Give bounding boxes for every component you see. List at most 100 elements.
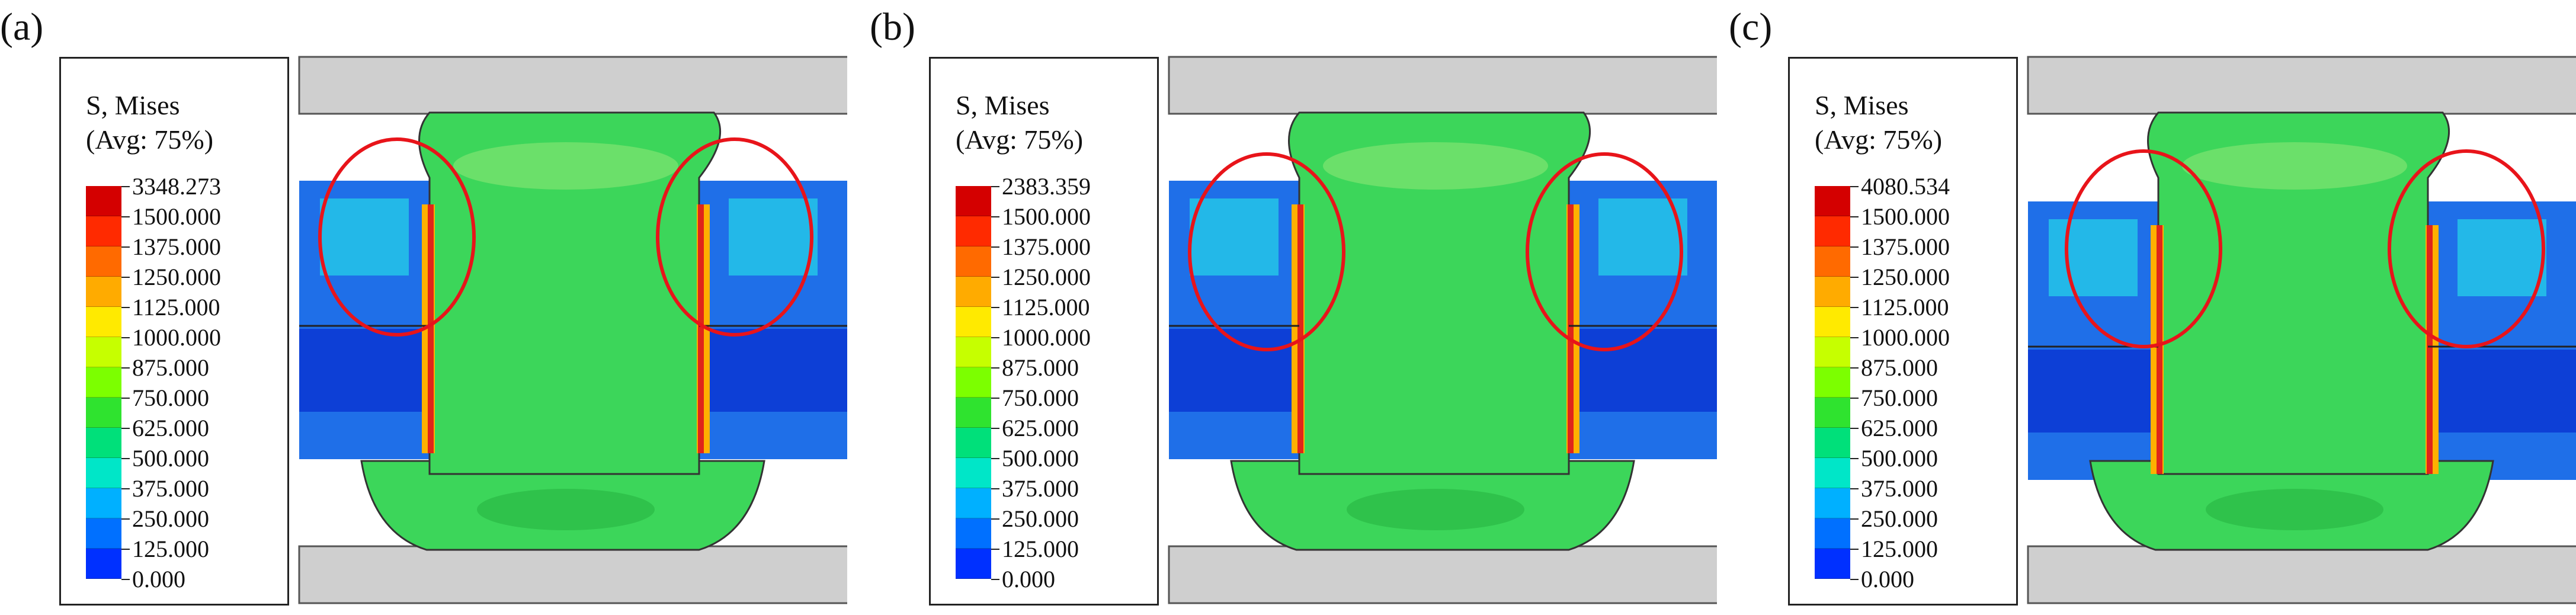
legend-value: 1500.000 (1861, 203, 1950, 230)
highlight-ellipse-left (2065, 149, 2222, 348)
panel-c: (c) S, Mises (Avg: 75%) 4080.534 1500.000… (1729, 0, 2576, 615)
legend-swatch (86, 398, 121, 428)
legend-value: 1250.000 (1861, 264, 1950, 290)
legend-tick (991, 186, 999, 216)
legend-tick (1850, 458, 1859, 488)
legend-value: 1375.000 (1861, 233, 1950, 260)
legend-tick (121, 307, 130, 337)
legend-tick (991, 458, 999, 488)
legend-value: 125.000 (1861, 536, 1938, 562)
legend-swatch (86, 367, 121, 398)
legend-value: 1125.000 (132, 294, 220, 321)
legend-title: S, Mises (Avg: 75%) (956, 88, 1083, 157)
top-plate (298, 56, 847, 115)
legend-tick (121, 246, 130, 277)
right-sheet-mid (729, 198, 818, 276)
legend-swatch (1815, 186, 1850, 216)
legend-tick (121, 277, 130, 307)
panel-label: (c) (1729, 5, 1773, 49)
legend-value: 125.000 (1002, 536, 1079, 562)
legend-value: 875.000 (1861, 354, 1938, 381)
legend-tick (991, 488, 999, 518)
legend-value: 375.000 (1002, 475, 1079, 502)
legend-tick (121, 216, 130, 246)
legend-tick (1850, 579, 1859, 609)
legend-tick (991, 216, 999, 246)
legend-swatch (956, 246, 991, 277)
legend-swatch (86, 216, 121, 246)
legend-tick (121, 518, 130, 549)
bottom-plate (2027, 545, 2576, 604)
legend-swatch (956, 488, 991, 518)
legend-value: 2383.359 (1002, 173, 1091, 200)
legend-title-line-2: (Avg: 75%) (1815, 124, 1943, 155)
rivet-shank (418, 111, 722, 475)
rivet-highlight (2182, 142, 2407, 190)
legend-title-line-1: S, Mises (86, 90, 180, 120)
stress-legend: S, Mises (Avg: 75%) 3348.273 1500.000 1375… (59, 57, 289, 606)
legend-tick (1850, 518, 1859, 549)
highlight-ellipse-left (1188, 152, 1345, 351)
legend-title-line-2: (Avg: 75%) (86, 124, 214, 155)
highlight-ellipse-right (656, 137, 813, 337)
panel-label: (b) (870, 5, 915, 49)
legend-value: 0.000 (132, 566, 185, 592)
rivet-joint-contour (298, 56, 847, 604)
legend-swatch (956, 549, 991, 579)
left-stress-peak (1297, 204, 1303, 453)
legend-ticks (121, 186, 130, 609)
legend-tick (991, 367, 999, 398)
legend-values: 3348.273 1500.000 1375.000 1250.000 1125.000… (132, 171, 221, 594)
rivet-shank (1288, 111, 1591, 475)
legend-swatch (86, 458, 121, 488)
legend-swatch (956, 367, 991, 398)
legend-value: 1375.000 (132, 233, 221, 260)
highlight-ellipse-right (2388, 149, 2545, 348)
rivet-bottom-highlight (477, 489, 655, 530)
legend-tick (121, 398, 130, 428)
legend-tick (1850, 337, 1859, 367)
legend-tick (1850, 186, 1859, 216)
legend-value: 250.000 (1002, 505, 1079, 532)
legend-swatch (86, 518, 121, 549)
legend-tick (121, 488, 130, 518)
legend-color-bar (1815, 186, 1850, 579)
legend-swatch (1815, 216, 1850, 246)
legend-swatch (1815, 367, 1850, 398)
legend-color-bar (956, 186, 991, 579)
legend-tick (1850, 277, 1859, 307)
legend-swatch (1815, 307, 1850, 337)
legend-value: 1125.000 (1861, 294, 1949, 321)
legend-tick (991, 518, 999, 549)
legend-value: 1500.000 (1002, 203, 1091, 230)
right-sheet-mid (2458, 219, 2546, 296)
legend-swatch (1815, 337, 1850, 367)
legend-title-line-1: S, Mises (1815, 90, 1909, 120)
rivet-highlight (453, 142, 678, 190)
legend-swatch (1815, 277, 1850, 307)
legend-tick (1850, 367, 1859, 398)
legend-value: 500.000 (1861, 445, 1938, 472)
left-sheet-mid (2049, 219, 2138, 296)
legend-title: S, Mises (Avg: 75%) (1815, 88, 1942, 157)
legend-tick (1850, 246, 1859, 277)
top-plate (1168, 56, 1717, 115)
legend-tick (121, 549, 130, 579)
left-stress-peak (428, 204, 434, 453)
legend-tick (1850, 428, 1859, 458)
legend-value: 625.000 (132, 415, 209, 441)
legend-tick (991, 398, 999, 428)
legend-value: 250.000 (132, 505, 209, 532)
legend-swatch (956, 277, 991, 307)
legend-value: 1250.000 (1002, 264, 1091, 290)
legend-value: 875.000 (132, 354, 209, 381)
legend-tick (991, 337, 999, 367)
legend-swatch (956, 337, 991, 367)
highlight-ellipse-right (1526, 152, 1683, 351)
right-sheet-mid (1598, 198, 1687, 276)
legend-title-line-1: S, Mises (956, 90, 1050, 120)
legend-values: 2383.359 1500.000 1375.000 1250.000 1125.000… (1002, 171, 1091, 594)
legend-value: 250.000 (1861, 505, 1938, 532)
rivet-bottom-highlight (2206, 489, 2383, 530)
legend-swatch (956, 428, 991, 458)
